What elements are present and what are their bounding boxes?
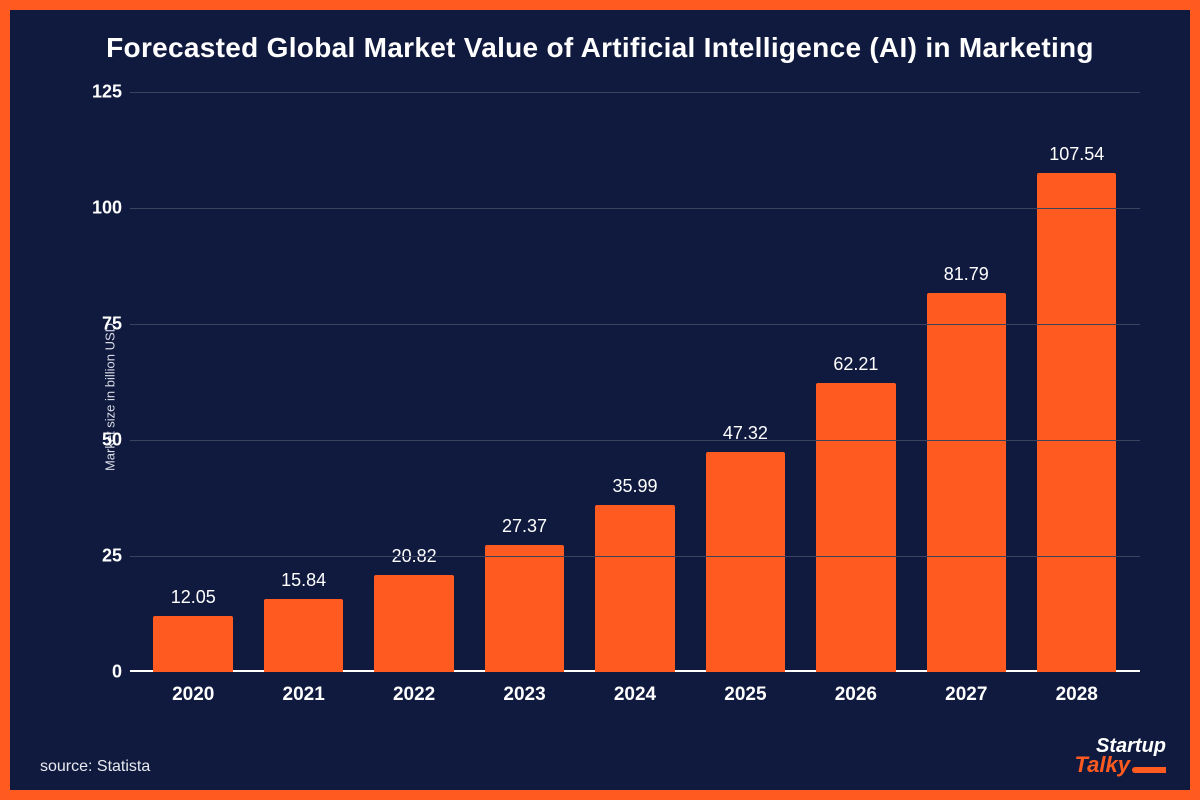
bar-column: 27.37 [469, 92, 579, 672]
bar [485, 545, 565, 672]
bar-column: 15.84 [248, 92, 358, 672]
x-tick-label: 2020 [138, 684, 248, 706]
y-tick-label: 75 [80, 314, 122, 335]
chart-title: Forecasted Global Market Value of Artifi… [40, 32, 1160, 64]
x-tick-label: 2028 [1022, 684, 1132, 706]
bar [927, 293, 1007, 673]
bar-value-label: 107.54 [1049, 144, 1104, 165]
x-tick-label: 2027 [911, 684, 1021, 706]
bar [264, 599, 344, 672]
bar-value-label: 15.84 [281, 570, 326, 591]
y-tick-label: 125 [80, 82, 122, 103]
plot-region: 12.05 15.84 20.82 27.37 35.99 47.32 62.21 81.79… [130, 92, 1140, 672]
bar-value-label: 62.21 [833, 354, 878, 375]
bar-column: 47.32 [690, 92, 800, 672]
grid-line [130, 556, 1140, 557]
grid-line [130, 208, 1140, 209]
x-tick-label: 2025 [690, 684, 800, 706]
bar-value-label: 35.99 [612, 476, 657, 497]
bar-value-label: 27.37 [502, 516, 547, 537]
source-text: source: Statista [40, 758, 150, 776]
y-tick-label: 0 [80, 662, 122, 683]
bars-container: 12.05 15.84 20.82 27.37 35.99 47.32 62.21 81.79… [130, 92, 1140, 672]
bar-column: 12.05 [138, 92, 248, 672]
bar [374, 575, 454, 672]
bar-column: 20.82 [359, 92, 469, 672]
bar-column: 107.54 [1022, 92, 1132, 672]
bar [706, 452, 786, 672]
x-tick-label: 2022 [359, 684, 469, 706]
x-tick-label: 2026 [801, 684, 911, 706]
bar [1037, 173, 1117, 672]
x-tick-label: 2023 [469, 684, 579, 706]
logo-dash-icon [1132, 767, 1166, 773]
bar [816, 383, 896, 672]
x-tick-label: 2021 [248, 684, 358, 706]
grid-line [130, 92, 1140, 93]
bar-value-label: 81.79 [944, 264, 989, 285]
bar-column: 35.99 [580, 92, 690, 672]
grid-line [130, 324, 1140, 325]
bar-column: 62.21 [801, 92, 911, 672]
grid-line [130, 440, 1140, 441]
y-tick-label: 25 [80, 546, 122, 567]
chart-panel: Forecasted Global Market Value of Artifi… [10, 10, 1190, 790]
brand-logo: Startup Talky [1075, 736, 1166, 778]
x-tick-label: 2024 [580, 684, 690, 706]
bar [153, 616, 233, 672]
logo-line-2: Talky [1075, 752, 1130, 777]
y-tick-label: 100 [80, 198, 122, 219]
outer-frame: Forecasted Global Market Value of Artifi… [0, 0, 1200, 800]
bar [595, 505, 675, 672]
y-tick-label: 50 [80, 430, 122, 451]
x-labels-row: 202020212022202320242025202620272028 [130, 684, 1140, 706]
bar-column: 81.79 [911, 92, 1021, 672]
bar-value-label: 47.32 [723, 423, 768, 444]
bar-value-label: 12.05 [171, 587, 216, 608]
chart-area: Market size in billion USD 12.0515.8420.… [40, 72, 1160, 722]
